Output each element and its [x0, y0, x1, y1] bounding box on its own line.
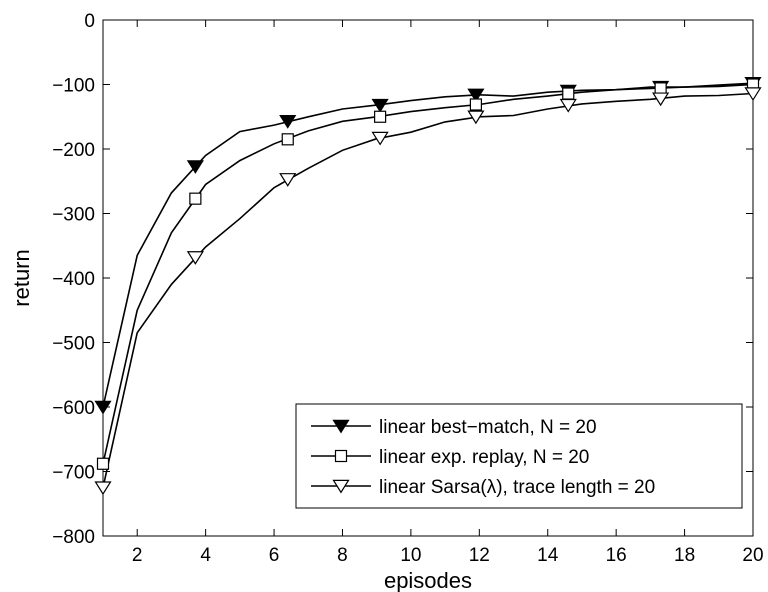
- y-tick-label: −300: [52, 205, 95, 226]
- series-2-marker: [562, 87, 575, 100]
- legend-marker-1: [332, 419, 350, 434]
- legend-label-1: linear best−match, N = 20: [379, 417, 597, 438]
- series-3-marker: [652, 92, 670, 107]
- series-3-marker: [371, 131, 389, 146]
- series-3-marker: [94, 481, 112, 496]
- legend-marker-3: [332, 479, 350, 494]
- series-lines: [102, 82, 754, 488]
- y-tick-label: −200: [52, 140, 95, 161]
- x-tick-label: 14: [537, 545, 559, 566]
- x-tick-label: 8: [337, 545, 348, 566]
- y-tick-label: −600: [52, 398, 95, 419]
- x-axis-label: episodes: [384, 568, 472, 592]
- y-tick-label: −500: [52, 334, 95, 355]
- series-1-marker: [279, 115, 297, 129]
- x-tick-label: 20: [742, 545, 763, 566]
- series-2-marker: [374, 110, 387, 123]
- x-tick-label: 10: [400, 545, 421, 566]
- series-2-marker: [281, 133, 294, 146]
- series-1-marker: [186, 160, 204, 174]
- series-2-marker: [96, 457, 110, 470]
- series-3-marker: [186, 251, 204, 265]
- series-3-marker: [467, 110, 485, 125]
- series-2-marker: [469, 98, 482, 111]
- series-markers: [94, 76, 762, 496]
- series-2-marker: [654, 82, 667, 95]
- series-1-marker: [371, 98, 389, 113]
- legend-marker-2: [334, 449, 348, 463]
- y-tick-label: −700: [52, 463, 95, 484]
- x-tick-label: 6: [269, 545, 280, 566]
- y-axis-label: return: [9, 249, 34, 306]
- y-tick-label: 0: [84, 11, 95, 32]
- series-line-3: [102, 92, 754, 488]
- x-tick-label: 12: [469, 545, 490, 566]
- x-tick-label: 4: [200, 545, 211, 566]
- axis-tick-labels: 2 4 6 8 10 12 14 16 18 20 0 −100 −200 −300 −400 −500 −60…: [52, 11, 763, 566]
- y-tick-label: −400: [52, 269, 95, 290]
- y-tick-label: −800: [52, 527, 95, 548]
- x-tick-label: 18: [674, 545, 695, 566]
- series-3-marker: [744, 87, 762, 102]
- legend-label-2: linear exp. replay, N = 20: [379, 447, 589, 468]
- legend-label-3: linear Sarsa(λ), trace length = 20: [379, 477, 655, 498]
- series-3-marker: [279, 173, 297, 187]
- series-line-1: [102, 82, 754, 408]
- series-2-marker: [189, 192, 202, 205]
- x-tick-label: 16: [606, 545, 627, 566]
- series-1-marker: [94, 400, 112, 415]
- series-3-marker: [559, 98, 577, 113]
- legend: linear best−match, N = 20 linear exp. rep…: [295, 403, 743, 509]
- y-tick-label: −100: [52, 76, 95, 97]
- x-tick-label: 2: [132, 545, 143, 566]
- series-line-2: [102, 83, 754, 464]
- series-1-marker: [467, 88, 485, 103]
